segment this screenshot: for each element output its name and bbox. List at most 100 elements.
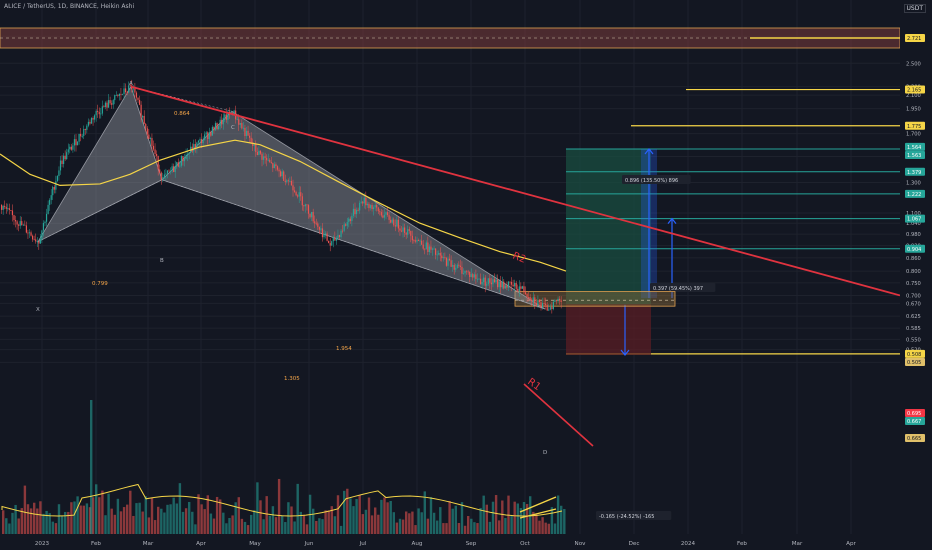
volume-bar [491,501,495,534]
candle-body [517,288,519,292]
candle-body [290,180,293,186]
candle-body [262,156,265,160]
candle-body [382,215,384,218]
bd-line [161,179,546,310]
candle-body [80,133,82,137]
candle-body [402,227,404,232]
price-tick: 0.800 [906,269,921,275]
price-tick: 1.300 [906,181,921,187]
volume-bar [20,508,23,534]
candle-body [273,164,275,169]
candle-body [2,205,4,210]
volume-bar [197,494,200,534]
candle-body [349,218,351,221]
candle-body [472,274,474,278]
time-tick: May [249,541,261,547]
candle-body [193,144,195,152]
candle-body [247,130,249,136]
candle-body [498,281,500,288]
candle-body [520,286,522,289]
candle-body [55,181,57,190]
candle-body [404,227,406,233]
candle-body [390,219,392,223]
candle-body [436,254,438,256]
candle-body [208,132,210,140]
candle-body [177,162,179,167]
candle-body [117,94,119,96]
candle-body [278,169,280,172]
candle-body [317,223,319,227]
candle-body [473,274,475,278]
candle-body [414,240,417,242]
candle-body [118,93,120,96]
loss-label-bg [596,511,672,520]
candle-body [163,174,165,178]
volume-bar [265,496,268,534]
candle-body [146,128,148,135]
volume-bar [445,523,448,534]
volume-bar [26,504,30,534]
price-label-bg [905,214,925,223]
candle-body [22,224,24,226]
volume-bar [153,520,157,534]
candle-body [541,303,544,308]
candle-body [421,240,423,245]
volume-bar [274,517,278,534]
candle-body [188,152,190,154]
volume-bar [42,513,45,534]
symbol-title[interactable]: ALICE / TetherUS, 1D, BINANCE, Heikin As… [4,3,135,10]
volume-bar [457,522,461,534]
volume-bar [175,503,178,534]
price-label: 0.667 [907,419,921,425]
candle-body [559,298,561,301]
candle-body [509,281,511,283]
candle-body [362,201,364,204]
candle-body [89,121,91,124]
candle-body [545,303,547,306]
volume-bar [473,522,476,534]
candle-body [549,307,551,310]
candle-body [461,266,463,274]
volume-bar [243,521,247,534]
candle-body [70,146,72,150]
volume-bar [129,490,132,534]
volume-bar [76,496,79,534]
currency-badge[interactable]: USDT [903,4,926,13]
volume-bar [479,507,482,534]
volume-bar [482,495,485,534]
candle-body [335,238,337,241]
candle-body [106,102,108,108]
candle-body [459,265,461,267]
time-tick: Oct [520,541,530,547]
candle-body [253,144,255,146]
candle-body [176,162,178,166]
candle-body [135,92,138,98]
candle-body [73,139,76,146]
candle-body [166,170,169,174]
candle-body [126,92,128,93]
price-tick: 2.500 [906,61,921,67]
price-tick: 1.700 [906,132,921,138]
candle-body [269,159,271,163]
candle-body [280,171,282,177]
volume-bar [200,504,203,534]
candle-body [53,186,55,190]
candle-body [444,257,446,258]
candle-body [492,279,494,285]
candle-body [196,142,198,149]
candle-body [128,85,130,93]
candle-body [493,279,496,283]
volume-bar [324,510,327,534]
volume-bar [383,497,386,534]
candle-body [249,135,251,138]
volume-bar [476,523,479,534]
volume-bar [215,496,219,534]
candle-body [194,144,196,149]
volume-bar [358,495,361,534]
candle-body [8,208,10,210]
volume-bar [498,520,501,534]
candle-body [306,204,308,206]
volume-bar-spike [90,400,93,534]
